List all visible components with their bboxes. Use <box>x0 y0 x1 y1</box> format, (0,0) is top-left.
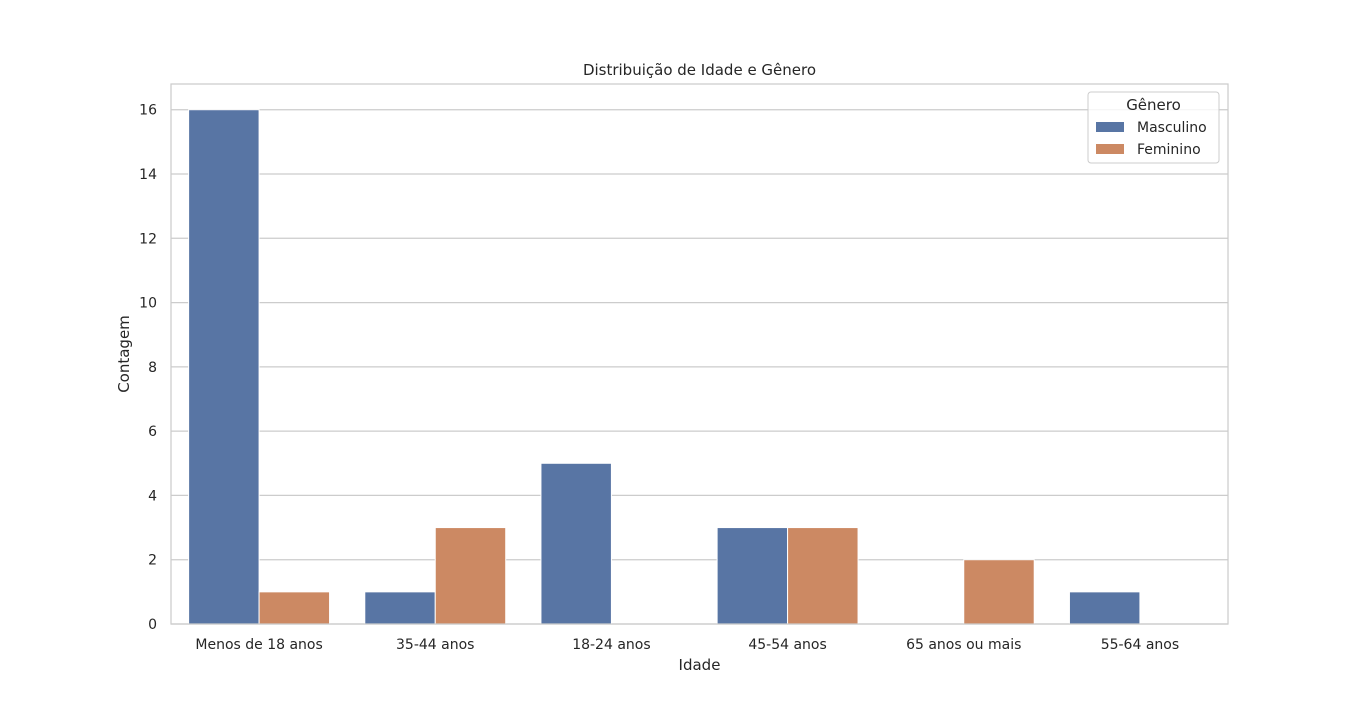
bar-feminino-4 <box>963 559 1035 625</box>
bar-feminino-0 <box>258 591 331 625</box>
bar-masculino-2 <box>540 462 612 625</box>
y-tick-labels: 0 2 4 6 8 10 12 14 16 <box>139 103 157 633</box>
y-tick-label: 0 <box>148 617 157 633</box>
x-tick-label: Menos de 18 anos <box>195 637 322 653</box>
y-tick-label: 8 <box>148 360 157 376</box>
chart-title: Distribuição de Idade e Gênero <box>583 61 816 79</box>
legend-label-feminino: Feminino <box>1137 142 1201 158</box>
y-tick-label: 14 <box>139 167 157 183</box>
x-tick-label: 55-64 anos <box>1101 637 1179 653</box>
grid-lines <box>171 109 1228 625</box>
legend-swatch-masculino <box>1096 122 1124 132</box>
bar-masculino-5 <box>1068 591 1141 625</box>
x-tick-label: 35-44 anos <box>396 637 474 653</box>
x-tick-label: 45-54 anos <box>748 637 826 653</box>
bar-masculino-3 <box>716 527 789 625</box>
y-tick-label: 10 <box>139 296 157 312</box>
bars <box>188 109 1141 625</box>
y-tick-label: 12 <box>139 231 157 247</box>
legend-label-masculino: Masculino <box>1137 120 1207 136</box>
bar-masculino-1 <box>364 591 436 625</box>
bar-feminino-3 <box>787 527 859 625</box>
x-tick-labels: Menos de 18 anos 35-44 anos 18-24 anos 45-5… <box>195 637 1179 653</box>
legend-title: Gênero <box>1126 96 1181 114</box>
bar-masculino-0 <box>188 109 260 625</box>
y-tick-label: 2 <box>148 553 157 569</box>
plot-frame <box>170 83 1229 625</box>
x-tick-label: 18-24 anos <box>572 637 650 653</box>
y-tick-label: 4 <box>148 488 157 504</box>
x-tick-label: 65 anos ou mais <box>906 637 1021 653</box>
bar-feminino-1 <box>434 527 507 625</box>
y-axis-label: Contagem <box>115 315 133 393</box>
legend: Gênero Masculino Feminino <box>1087 91 1220 164</box>
legend-swatch-feminino <box>1096 144 1124 154</box>
y-tick-label: 6 <box>148 424 157 440</box>
y-tick-label: 16 <box>139 103 157 119</box>
x-axis-label: Idade <box>679 656 721 674</box>
